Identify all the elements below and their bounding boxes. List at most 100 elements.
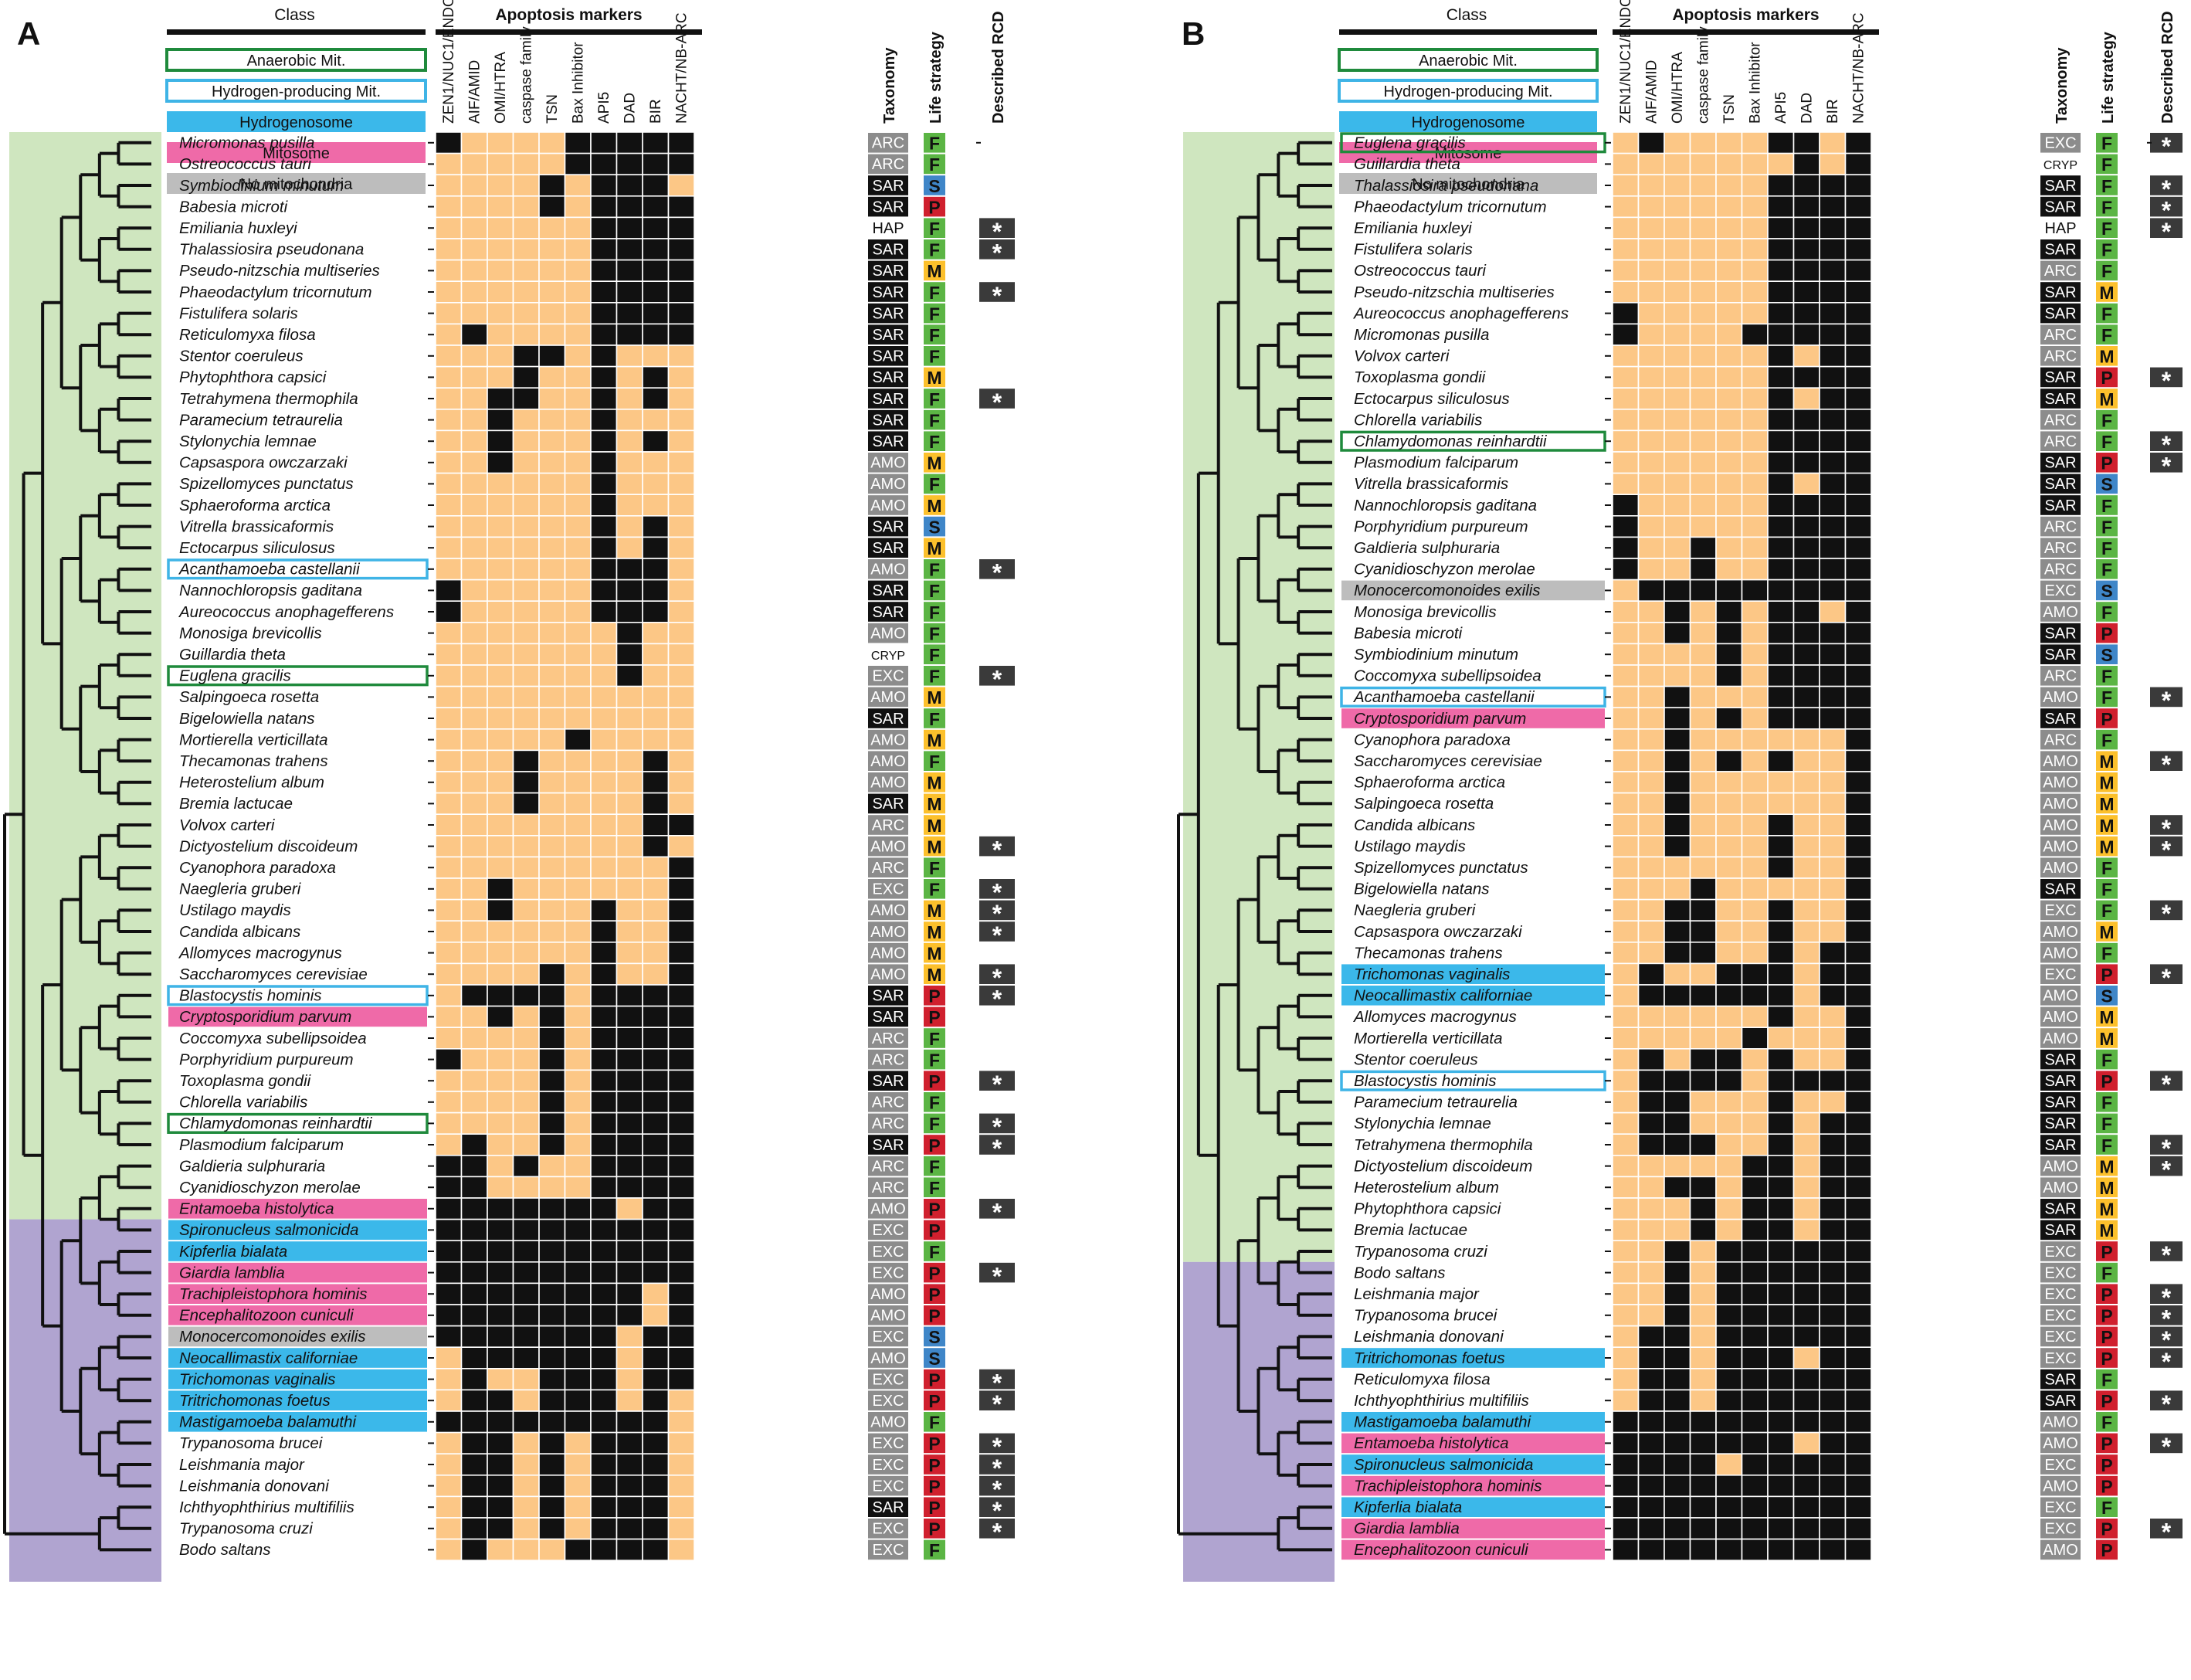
column-header: OMI/HTRA — [493, 52, 509, 124]
marker-cell — [1819, 408, 1847, 432]
marker-cell — [1767, 962, 1795, 986]
marker-cell — [1612, 962, 1640, 986]
taxonomy-box — [2040, 239, 2081, 260]
marker-cell — [1664, 408, 1691, 432]
marker-cell — [512, 1389, 540, 1412]
marker-cell — [487, 301, 514, 325]
marker-cell — [1664, 1112, 1691, 1135]
marker-cell — [1767, 1176, 1795, 1199]
table-row: Coccomyxa subellipsoidea ARC F — [179, 1027, 945, 1050]
marker-cell — [435, 536, 463, 559]
marker-cell — [435, 323, 463, 346]
marker-cell — [435, 216, 463, 239]
marker-cell — [538, 1282, 566, 1305]
species-name: Allomyces macrogynus — [1352, 1008, 1517, 1026]
marker-cell — [1689, 1005, 1717, 1028]
marker-cell — [1637, 152, 1665, 176]
rcd-star: * — [992, 1199, 1002, 1227]
table-row: Phaeodactylum tricornutum SAR F * — [1354, 195, 2183, 224]
marker-cell — [1741, 1091, 1769, 1114]
marker-cell — [1741, 1261, 1769, 1285]
life-strategy-box — [924, 964, 945, 984]
marker-cell — [667, 749, 695, 772]
taxonomy-label: SAR — [2044, 178, 2076, 195]
life-strategy-box — [924, 1497, 945, 1517]
species-name: Monosiga brevicollis — [1354, 603, 1497, 621]
marker-cell — [487, 1389, 514, 1412]
marker-cell — [1664, 216, 1691, 239]
marker-cell — [487, 1431, 514, 1454]
life-strategy-label: S — [928, 1327, 940, 1347]
rcd-star: * — [2162, 1519, 2172, 1546]
table-row: Leishmania major EXC P * — [179, 1453, 1015, 1482]
marker-cell — [1819, 621, 1847, 645]
marker-cell — [616, 1475, 643, 1498]
marker-cell — [667, 877, 695, 901]
marker-cell — [538, 195, 566, 219]
marker-cell — [512, 1475, 540, 1498]
marker-cell — [1612, 1261, 1640, 1285]
taxonomy-label: AMO — [870, 476, 906, 493]
marker-cell — [1741, 920, 1769, 943]
taxonomy-box — [868, 324, 908, 344]
species-name: Kipferlia bialata — [1354, 1498, 1462, 1516]
species-name: Salpingoeca rosetta — [179, 688, 319, 706]
marker-cell — [512, 216, 540, 239]
taxonomy-label: EXC — [2044, 1329, 2076, 1346]
life-strategy-label: F — [929, 1413, 940, 1433]
marker-cell — [1664, 387, 1691, 410]
marker-cell — [460, 1048, 488, 1071]
marker-cell — [1741, 664, 1769, 687]
marker-cell — [1637, 558, 1665, 581]
apoptosis-header-bar — [436, 29, 702, 35]
marker-cell — [1612, 728, 1640, 752]
marker-cell — [1792, 707, 1820, 730]
marker-cell — [1844, 771, 1872, 794]
marker-cell — [1819, 323, 1847, 346]
life-strategy-label: M — [927, 496, 941, 516]
marker-cell — [1741, 1048, 1769, 1071]
marker-cell — [1612, 174, 1640, 197]
marker-cell — [487, 195, 514, 219]
species-name: Nannochloropsis gaditana — [179, 582, 362, 599]
taxonomy-label: ARC — [872, 1051, 904, 1068]
life-strategy-label: M — [927, 538, 941, 558]
marker-cell — [1792, 429, 1820, 453]
marker-cell — [1664, 1346, 1691, 1369]
marker-cell — [460, 1346, 488, 1369]
marker-cell — [564, 771, 592, 794]
marker-cell — [1767, 387, 1795, 410]
marker-cell — [1612, 579, 1640, 602]
marker-cell — [667, 962, 695, 986]
life-strategy-box — [2096, 580, 2118, 601]
species-name: Symbiodinium minutum — [179, 177, 344, 195]
species-name: Paramecium tetraurelia — [179, 411, 343, 429]
taxonomy-box — [868, 580, 908, 601]
table-row: Chlamydomonas reinhardtii ARC F * — [167, 1112, 1015, 1141]
marker-cell — [1664, 920, 1691, 943]
marker-cell — [667, 707, 695, 730]
marker-cell — [1689, 301, 1717, 325]
rcd-star: * — [2162, 836, 2172, 864]
life-strategy-box — [2096, 644, 2118, 664]
marker-cell — [1844, 131, 1872, 154]
rcd-star: * — [992, 836, 1002, 864]
marker-cell — [487, 942, 514, 965]
marker-cell — [1741, 1282, 1769, 1305]
taxonomy-box — [2040, 1220, 2081, 1240]
marker-cell — [1612, 1005, 1640, 1028]
table-row: Monosiga brevicollis AMO F — [1354, 600, 2118, 623]
life-strategy-label: M — [2099, 389, 2114, 409]
marker-cell — [1715, 1431, 1743, 1454]
life-strategy-box — [2096, 836, 2118, 857]
life-strategy-label: M — [927, 837, 941, 857]
marker-cell — [487, 365, 514, 389]
taxonomy-label: AMO — [870, 1201, 906, 1218]
marker-cell — [512, 1112, 540, 1135]
marker-cell — [1767, 301, 1795, 325]
table-row: Ectocarpus siliculosus SAR M — [179, 536, 945, 559]
marker-cell — [1767, 1410, 1795, 1434]
rcd-star: * — [992, 964, 1002, 992]
marker-cell — [512, 621, 540, 645]
marker-cell — [1612, 451, 1640, 474]
